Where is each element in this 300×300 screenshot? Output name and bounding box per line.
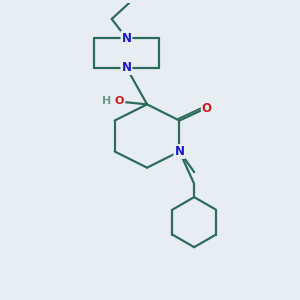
Text: O: O <box>115 95 124 106</box>
Text: O: O <box>202 102 212 115</box>
Text: H: H <box>102 95 111 106</box>
Text: N: N <box>122 32 131 45</box>
Text: N: N <box>174 145 184 158</box>
Text: N: N <box>122 61 131 74</box>
